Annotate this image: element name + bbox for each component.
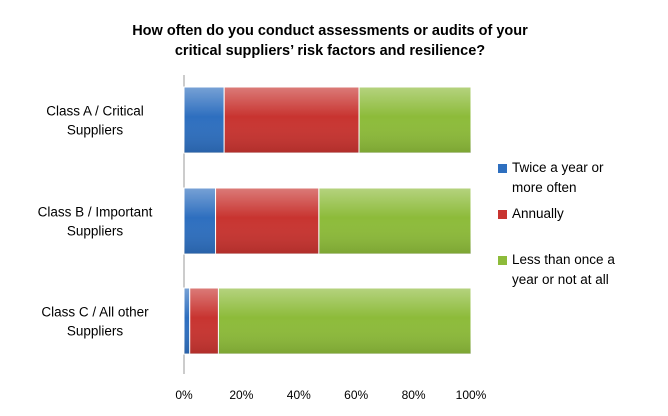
- category-label-3-line-1: Class C / All other: [41, 305, 149, 320]
- chart-title-line-2: critical suppliers’ risk factors and res…: [175, 43, 485, 59]
- x-tick-label-1: 0%: [175, 388, 193, 402]
- category-label-1-line-2: Suppliers: [67, 123, 124, 138]
- category-label-2-line-2: Suppliers: [67, 224, 124, 239]
- legend-label-1-line-2: more often: [512, 180, 577, 195]
- x-tick-label-5: 80%: [402, 388, 426, 402]
- legend-label-1-line-1: Twice a year or: [512, 160, 604, 175]
- bar-segment-shading: [184, 288, 190, 354]
- legend-swatch-3: [498, 256, 507, 265]
- legend-label-3-line-2: year or not at all: [512, 272, 609, 287]
- chart-title: How often do you conduct assessments or …: [132, 23, 528, 59]
- category-label-3-line-2: Suppliers: [67, 324, 124, 339]
- x-tick-label-6: 100%: [456, 388, 487, 402]
- x-axis-ticks: 0% 20% 40% 60% 80% 100%: [175, 388, 486, 402]
- legend-swatch-1: [498, 164, 507, 173]
- category-label-2-line-1: Class B / Important: [38, 205, 153, 220]
- bar-segment-shading: [224, 87, 360, 153]
- legend-swatch-2: [498, 210, 507, 219]
- chart-title-line-1: How often do you conduct assessments or …: [132, 23, 528, 39]
- legend-label-2-line-1: Annually: [512, 206, 564, 221]
- legend-label-3-line-1: Less than once a: [512, 252, 615, 267]
- category-label-1-line-1: Class A / Critical: [46, 104, 144, 119]
- x-tick-label-3: 40%: [287, 388, 311, 402]
- bar-segment-shading: [184, 188, 216, 254]
- bar-segment-shading: [215, 188, 319, 254]
- bar-segment-shading: [189, 288, 219, 354]
- bar-segment-shading: [218, 288, 471, 354]
- x-tick-label-4: 60%: [344, 388, 368, 402]
- category-labels: Class A / Critical Suppliers Class B / Imp…: [38, 104, 153, 339]
- x-tick-label-2: 20%: [229, 388, 253, 402]
- bar-segment-shading: [318, 188, 471, 254]
- bar-segment-shading: [359, 87, 471, 153]
- legend: Twice a year or more often Annually Less th…: [498, 160, 615, 287]
- bars-group: [183, 86, 472, 355]
- bar-segment-shading: [184, 87, 225, 153]
